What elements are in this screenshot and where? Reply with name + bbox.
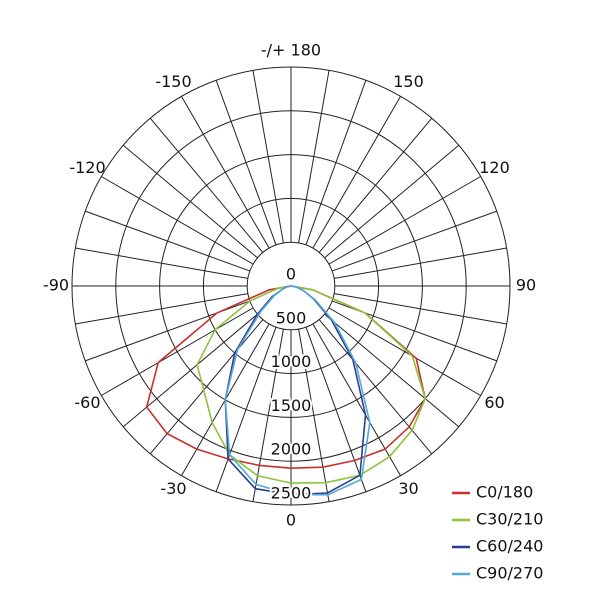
intensity-curve — [145, 285, 427, 470]
angle-tick-label: 150 — [393, 72, 424, 91]
r-tick-label: 1000 — [271, 352, 312, 371]
angle-tick-label: 30 — [398, 479, 418, 498]
r-tick-label: 500 — [276, 308, 307, 327]
r-tick-label: 1500 — [271, 396, 312, 415]
angle-tick-label: -/+ 180 — [261, 41, 321, 60]
ring — [202, 197, 380, 375]
r-tick-label: 0 — [286, 265, 296, 284]
angle-tick-label: -150 — [155, 72, 191, 91]
angle-tick-label: -60 — [74, 393, 100, 412]
angle-tick-label: 120 — [479, 158, 510, 177]
angle-tick-label: 0 — [286, 511, 296, 530]
angle-tick-label: -120 — [69, 158, 105, 177]
angle-tick-label: -90 — [43, 276, 69, 295]
ring — [246, 241, 336, 331]
ring — [159, 154, 423, 418]
ring — [115, 110, 467, 462]
ring — [71, 66, 511, 506]
legend-label: C30/210 — [476, 510, 543, 529]
legend-label: C0/180 — [476, 483, 533, 502]
r-tick-label: 2000 — [271, 440, 312, 459]
legend-label: C90/270 — [476, 564, 543, 583]
angle-tick-label: 90 — [516, 276, 536, 295]
legend-label: C60/240 — [476, 537, 543, 556]
angle-tick-label: -30 — [160, 479, 186, 498]
r-tick-label: 2500 — [271, 484, 312, 503]
intensity-curve — [224, 285, 371, 496]
intensity-curve — [196, 285, 427, 484]
angle-tick-label: 60 — [484, 393, 504, 412]
